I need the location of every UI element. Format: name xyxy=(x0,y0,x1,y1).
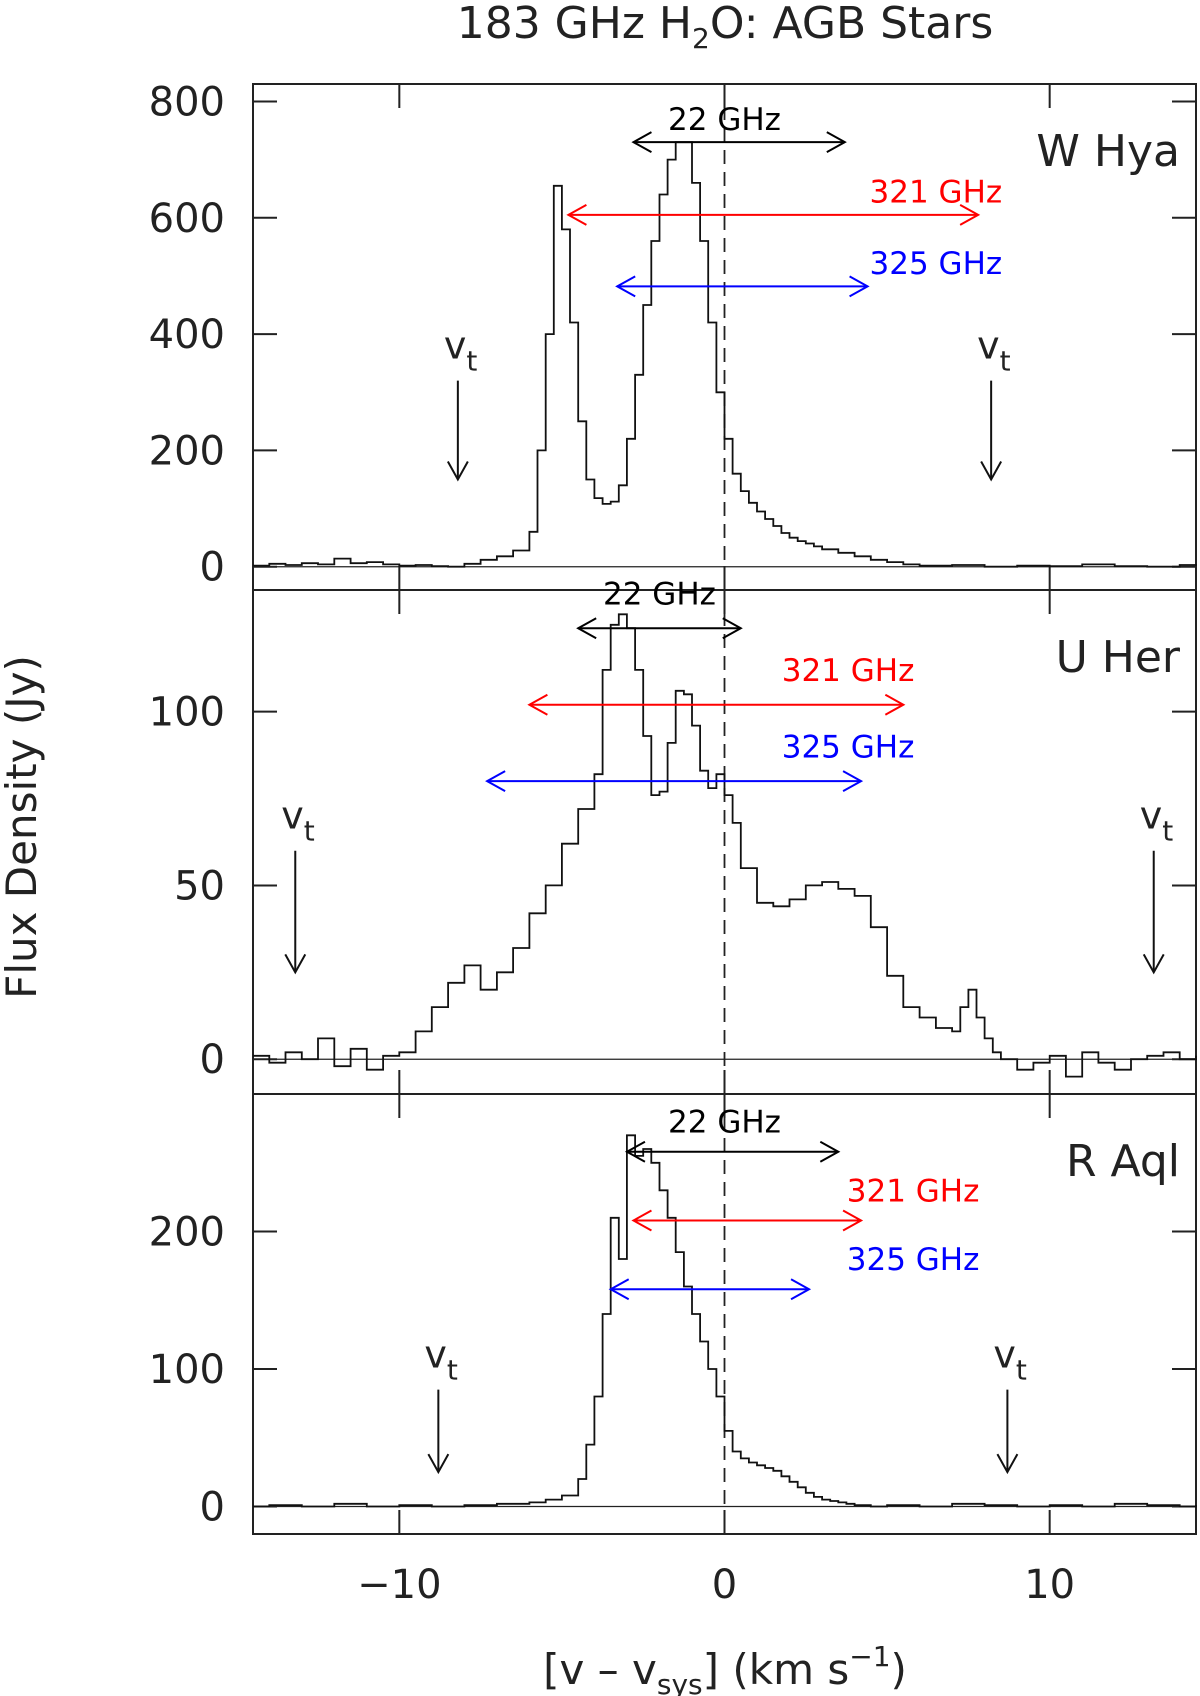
y-tick-label: 200 xyxy=(149,428,225,474)
terminal-velocity-marker: vt xyxy=(424,1333,458,1475)
freq-label: 325 GHz xyxy=(847,1242,980,1278)
freq-range-22: 22 GHz xyxy=(576,576,743,640)
freq-range-325: 325 GHz xyxy=(615,246,1003,298)
title-main: 183 GHz H xyxy=(457,0,692,49)
y-tick-label: 100 xyxy=(149,690,225,736)
x-tick-label: −10 xyxy=(357,1562,441,1608)
arrowhead-right xyxy=(842,1209,864,1232)
y-tick-label: 600 xyxy=(149,196,225,242)
y-tick-label: 0 xyxy=(200,545,225,591)
vt-label: vt xyxy=(993,1333,1027,1387)
spectrum-line xyxy=(253,1134,1197,1508)
freq-label: 321 GHz xyxy=(870,175,1003,211)
terminal-velocity-marker: vt xyxy=(281,794,315,975)
vt-arrowhead xyxy=(1142,953,1165,975)
panel-r-aql: 0 100 200 R Aql 22 GHz 321 GHz 325 GHz vt vt −10 0… xyxy=(149,1093,1197,1608)
vt-label: vt xyxy=(1140,794,1174,848)
arrowhead-left xyxy=(527,693,548,716)
y-tick-label: 800 xyxy=(149,79,225,125)
terminal-velocity-marker: vt xyxy=(1140,794,1174,975)
freq-label: 22 GHz xyxy=(668,102,781,138)
arrowhead-right xyxy=(826,131,847,154)
vt-label: vt xyxy=(424,1333,458,1387)
vt-arrowhead xyxy=(996,1453,1019,1475)
y-tick-label: 50 xyxy=(174,863,225,909)
y-tick-label: 200 xyxy=(149,1210,225,1256)
terminal-velocity-marker: vt xyxy=(977,324,1011,482)
spectrum-line xyxy=(253,141,1197,568)
freq-label: 321 GHz xyxy=(847,1173,980,1209)
arrowhead-left xyxy=(608,1278,630,1301)
arrowhead-left xyxy=(576,617,597,640)
arrowhead-right xyxy=(849,275,870,298)
x-axis-label-post: ) xyxy=(891,1645,907,1694)
arrowhead-right xyxy=(819,1140,841,1163)
x-axis-label-pre: [v – v xyxy=(543,1645,657,1694)
freq-range-321: 321 GHz xyxy=(566,175,1003,226)
freq-range-325: 325 GHz xyxy=(485,729,915,793)
freq-range-22: 22 GHz xyxy=(624,1105,841,1163)
arrowhead-right xyxy=(884,693,906,716)
vt-arrowhead xyxy=(284,953,307,975)
x-tick-label: 10 xyxy=(1024,1562,1075,1608)
panels-group: 0 200 400 600 800 W Hya 22 GHz 321 GHz 325 GHz vt… xyxy=(149,79,1197,1608)
star-name-label: W Hya xyxy=(1036,126,1180,177)
y-tick-label: 0 xyxy=(200,1485,225,1531)
freq-range-22: 22 GHz xyxy=(631,102,847,154)
vt-label: vt xyxy=(281,794,315,848)
arrowhead-left xyxy=(566,203,587,226)
arrowhead-left xyxy=(624,1140,646,1163)
freq-label: 22 GHz xyxy=(668,1105,781,1141)
terminal-velocity-marker: vt xyxy=(444,324,478,482)
arrowhead-left xyxy=(615,275,636,298)
title-subscript: 2 xyxy=(692,22,710,55)
arrowhead-left xyxy=(485,770,506,793)
y-tick-label: 400 xyxy=(149,312,225,358)
freq-range-325: 325 GHz xyxy=(608,1242,980,1301)
x-tick-label: 0 xyxy=(712,1562,737,1608)
arrowhead-right xyxy=(842,770,864,793)
y-tick-label: 0 xyxy=(200,1037,225,1083)
x-axis-label-mid: ] (km s xyxy=(703,1645,850,1694)
freq-label: 325 GHz xyxy=(782,729,915,765)
y-axis-label: Flux Density (Jy) xyxy=(0,655,46,999)
vt-arrowhead xyxy=(427,1453,450,1475)
arrowhead-right xyxy=(722,617,743,640)
vt-arrowhead xyxy=(446,461,469,482)
freq-range-321: 321 GHz xyxy=(527,653,915,716)
star-name-label: R Aql xyxy=(1066,1136,1180,1187)
freq-label: 325 GHz xyxy=(870,246,1003,282)
freq-label: 321 GHz xyxy=(782,653,915,689)
y-tick-label: 100 xyxy=(149,1347,225,1393)
x-axis-label-sup: −1 xyxy=(849,1640,890,1673)
x-axis-label-sub: sys xyxy=(657,1668,703,1696)
panel-u-her: 0 50 100 U Her 22 GHz 321 GHz 325 GHz vt vt xyxy=(149,576,1197,1095)
spectrum-line xyxy=(253,613,1197,1078)
arrowhead-left xyxy=(631,1209,652,1232)
vt-label: vt xyxy=(444,324,478,378)
arrowhead-right xyxy=(790,1278,812,1301)
terminal-velocity-marker: vt xyxy=(993,1333,1027,1475)
chart-title: 183 GHz H2O: AGB Stars xyxy=(457,0,994,55)
star-name-label: U Her xyxy=(1056,632,1181,683)
freq-label: 22 GHz xyxy=(603,576,716,612)
arrowhead-right xyxy=(959,203,981,226)
x-axis-label: [v – vsys] (km s−1) xyxy=(543,1640,907,1696)
vt-arrowhead xyxy=(980,461,1003,482)
title-rest: O: AGB Stars xyxy=(710,0,993,49)
arrowhead-left xyxy=(631,131,652,154)
vt-label: vt xyxy=(977,324,1011,378)
freq-range-321: 321 GHz xyxy=(631,1173,980,1232)
panel-w-hya: 0 200 400 600 800 W Hya 22 GHz 321 GHz 325 GHz vt… xyxy=(149,79,1197,591)
